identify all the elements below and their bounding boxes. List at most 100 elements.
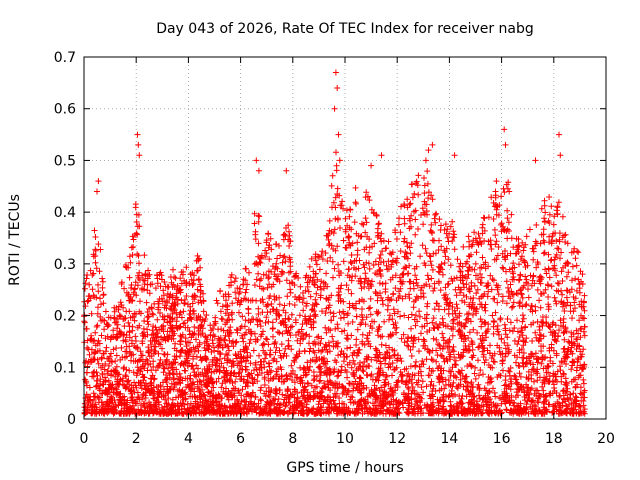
data-point	[428, 356, 435, 363]
data-point	[460, 292, 467, 299]
data-point	[501, 189, 508, 196]
data-point	[333, 149, 339, 156]
data-point	[357, 321, 364, 328]
data-point	[235, 290, 242, 297]
data-point	[340, 258, 347, 265]
data-point	[362, 215, 369, 222]
data-point	[430, 315, 437, 322]
data-point	[578, 397, 585, 404]
data-point	[504, 235, 511, 242]
data-point	[84, 272, 91, 278]
data-point	[421, 190, 428, 197]
data-point	[547, 257, 554, 264]
data-point	[256, 283, 263, 290]
data-point	[495, 244, 502, 250]
data-point	[420, 290, 427, 297]
data-point	[300, 295, 307, 302]
data-point	[140, 374, 147, 381]
data-point	[410, 280, 417, 287]
data-point	[244, 349, 251, 356]
data-point	[383, 262, 390, 269]
data-point	[379, 248, 386, 255]
data-point	[400, 404, 407, 411]
data-point	[306, 348, 313, 355]
y-axis-label: ROTI / TECUs	[7, 194, 23, 286]
data-point	[470, 295, 477, 301]
data-point	[430, 335, 437, 342]
data-point	[478, 280, 485, 286]
data-point	[478, 264, 485, 271]
data-point	[200, 308, 207, 315]
data-point	[504, 316, 511, 322]
data-point	[103, 344, 110, 351]
data-point	[330, 338, 337, 345]
data-point	[445, 256, 452, 263]
data-point	[558, 268, 565, 275]
data-point	[245, 305, 252, 312]
data-point	[490, 385, 496, 392]
data-point	[454, 256, 461, 263]
data-point	[83, 325, 90, 332]
data-point	[278, 271, 285, 278]
data-point	[580, 328, 587, 335]
data-point	[183, 280, 190, 287]
data-point	[287, 324, 294, 331]
data-point	[389, 372, 395, 379]
data-point	[418, 284, 425, 291]
data-point	[282, 258, 289, 265]
data-point	[546, 194, 553, 200]
data-point	[251, 210, 258, 217]
data-point	[425, 276, 432, 283]
data-point	[233, 338, 240, 345]
data-point	[424, 168, 431, 175]
data-point	[577, 384, 584, 391]
data-point	[437, 287, 444, 294]
data-point	[225, 396, 232, 403]
data-point	[408, 311, 415, 318]
data-point	[412, 322, 419, 329]
data-point	[92, 247, 99, 254]
data-point	[86, 281, 93, 288]
data-point	[279, 330, 286, 337]
data-point	[571, 299, 578, 306]
data-point	[332, 357, 338, 364]
data-point	[171, 375, 177, 382]
data-point	[189, 282, 196, 288]
data-point	[289, 323, 295, 330]
data-point	[436, 216, 443, 223]
data-point	[385, 238, 392, 245]
data-point	[428, 192, 435, 199]
data-point	[405, 335, 412, 342]
data-point	[330, 199, 337, 206]
data-point	[199, 369, 206, 376]
data-point	[138, 352, 145, 359]
data-point	[127, 259, 134, 266]
data-point	[130, 236, 137, 243]
data-point	[549, 360, 556, 367]
data-point	[371, 382, 378, 389]
data-point	[348, 260, 355, 267]
data-point	[466, 243, 473, 250]
data-point	[428, 378, 435, 385]
data-point	[461, 284, 467, 291]
data-point	[431, 306, 438, 313]
data-point	[536, 297, 543, 304]
data-point	[472, 364, 479, 371]
data-point	[558, 249, 565, 256]
chart-title: Day 043 of 2026, Rate Of TEC Index for r…	[156, 21, 534, 37]
data-point	[413, 293, 420, 300]
data-point	[423, 250, 430, 257]
data-point	[252, 228, 259, 235]
data-point	[203, 312, 210, 318]
data-point	[423, 383, 430, 390]
data-point	[113, 345, 120, 352]
data-point	[227, 324, 234, 331]
data-point	[282, 345, 289, 352]
data-point	[503, 406, 510, 413]
data-point	[257, 387, 264, 394]
data-point	[501, 253, 508, 260]
data-point	[564, 240, 571, 247]
data-point	[540, 250, 547, 257]
data-point	[422, 245, 429, 252]
data-point	[276, 329, 283, 336]
